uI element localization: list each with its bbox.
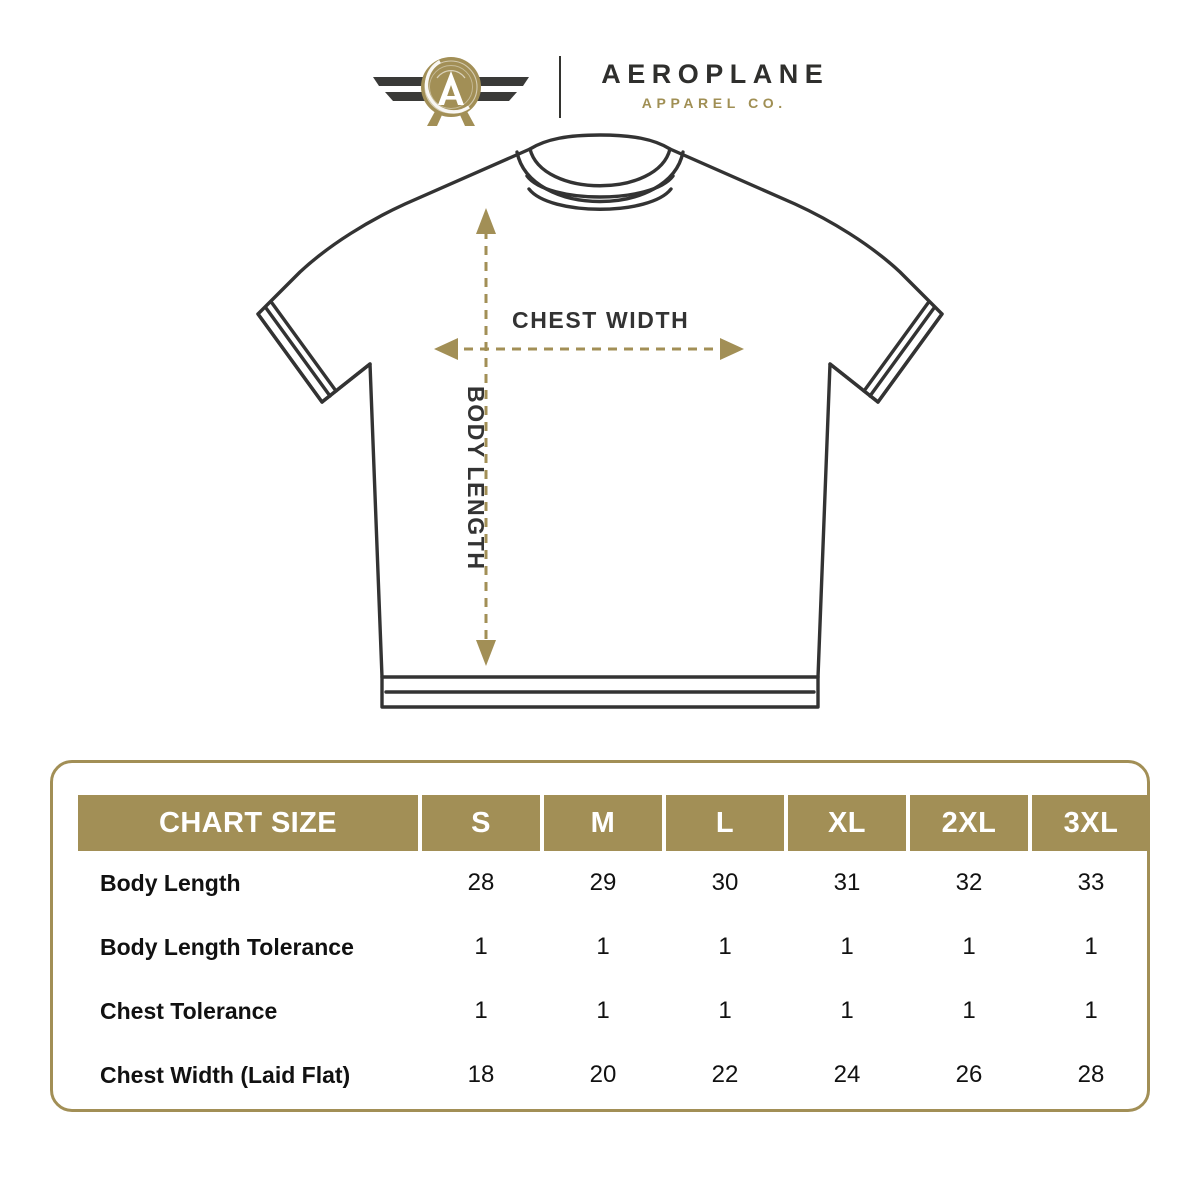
aeroplane-winged-roundel-logo-icon — [371, 44, 531, 130]
cell-chest-width-m: 20 — [589, 1061, 617, 1088]
cell-chest-width-3xl: 28 — [1077, 1061, 1105, 1088]
cell-chest-width-2xl: 26 — [955, 1061, 983, 1088]
cell-chest-width-s: 18 — [467, 1061, 495, 1088]
table-header-chart-size: CHART SIZE — [78, 795, 418, 851]
table-header-size-3xl: 3XL — [1032, 795, 1150, 851]
cell-body-length-l: 30 — [711, 869, 739, 896]
measurement-arrowheads — [434, 208, 744, 666]
table-row: Chest Width (Laid Flat) 18 20 22 24 26 2… — [78, 1043, 1150, 1107]
brand-tagline: APPAREL CO. — [641, 94, 787, 111]
table-header-row: CHART SIZE S M L XL 2XL 3XL — [78, 795, 1150, 851]
cell-chest-width-xl: 24 — [833, 1061, 861, 1088]
brand-wordmark: AEROPLANE APPAREL CO. — [595, 60, 830, 113]
cell-chest-tolerance-xl: 1 — [840, 997, 854, 1024]
table-header-size-l: L — [666, 795, 784, 851]
row-label-body-length: Body Length — [100, 869, 241, 896]
row-label-chest-tolerance: Chest Tolerance — [100, 997, 278, 1024]
cell-chest-tolerance-l: 1 — [718, 997, 732, 1024]
tshirt-illustration: CHEST WIDTH BODY LENGTH — [230, 132, 970, 742]
table-header-size-m: M — [544, 795, 662, 851]
table-row: Body Length 28 29 30 31 32 33 — [78, 851, 1150, 915]
cell-body-length-m: 29 — [589, 869, 617, 896]
row-label-body-length-tolerance: Body Length Tolerance — [100, 933, 354, 960]
cell-chest-tolerance-3xl: 1 — [1084, 997, 1098, 1024]
cell-body-length-tolerance-l: 1 — [718, 933, 732, 960]
size-chart-table: CHART SIZE S M L XL 2XL 3XL Body Length … — [74, 795, 1154, 1107]
brand-header: AEROPLANE APPAREL CO. — [0, 44, 1200, 130]
table-header-size-xl: XL — [788, 795, 906, 851]
table-header-size-s: S — [422, 795, 540, 851]
table-header-size-2xl: 2XL — [910, 795, 1028, 851]
body-length-label: BODY LENGTH — [463, 386, 489, 571]
size-chart-panel: CHART SIZE S M L XL 2XL 3XL Body Length … — [50, 760, 1150, 1112]
cell-body-length-s: 28 — [467, 869, 495, 896]
chest-width-label: CHEST WIDTH — [512, 307, 690, 333]
brand-name: AEROPLANE — [601, 59, 830, 90]
table-row: Body Length Tolerance 1 1 1 1 1 1 — [78, 915, 1150, 979]
cell-chest-tolerance-s: 1 — [474, 997, 488, 1024]
cell-body-length-3xl: 33 — [1077, 869, 1105, 896]
cell-chest-width-l: 22 — [711, 1061, 739, 1088]
cell-body-length-tolerance-2xl: 1 — [962, 933, 976, 960]
cell-body-length-tolerance-3xl: 1 — [1084, 933, 1098, 960]
cell-body-length-xl: 31 — [833, 869, 861, 896]
tshirt-outline-icon — [256, 133, 944, 709]
cell-chest-tolerance-m: 1 — [596, 997, 610, 1024]
row-label-chest-width-laid-flat: Chest Width (Laid Flat) — [100, 1061, 351, 1088]
logo-divider — [558, 56, 561, 118]
cell-body-length-2xl: 32 — [955, 869, 983, 896]
cell-body-length-tolerance-xl: 1 — [840, 933, 854, 960]
cell-chest-tolerance-2xl: 1 — [962, 997, 976, 1024]
table-row: Chest Tolerance 1 1 1 1 1 1 — [78, 979, 1150, 1043]
cell-body-length-tolerance-s: 1 — [474, 933, 488, 960]
cell-body-length-tolerance-m: 1 — [596, 933, 610, 960]
